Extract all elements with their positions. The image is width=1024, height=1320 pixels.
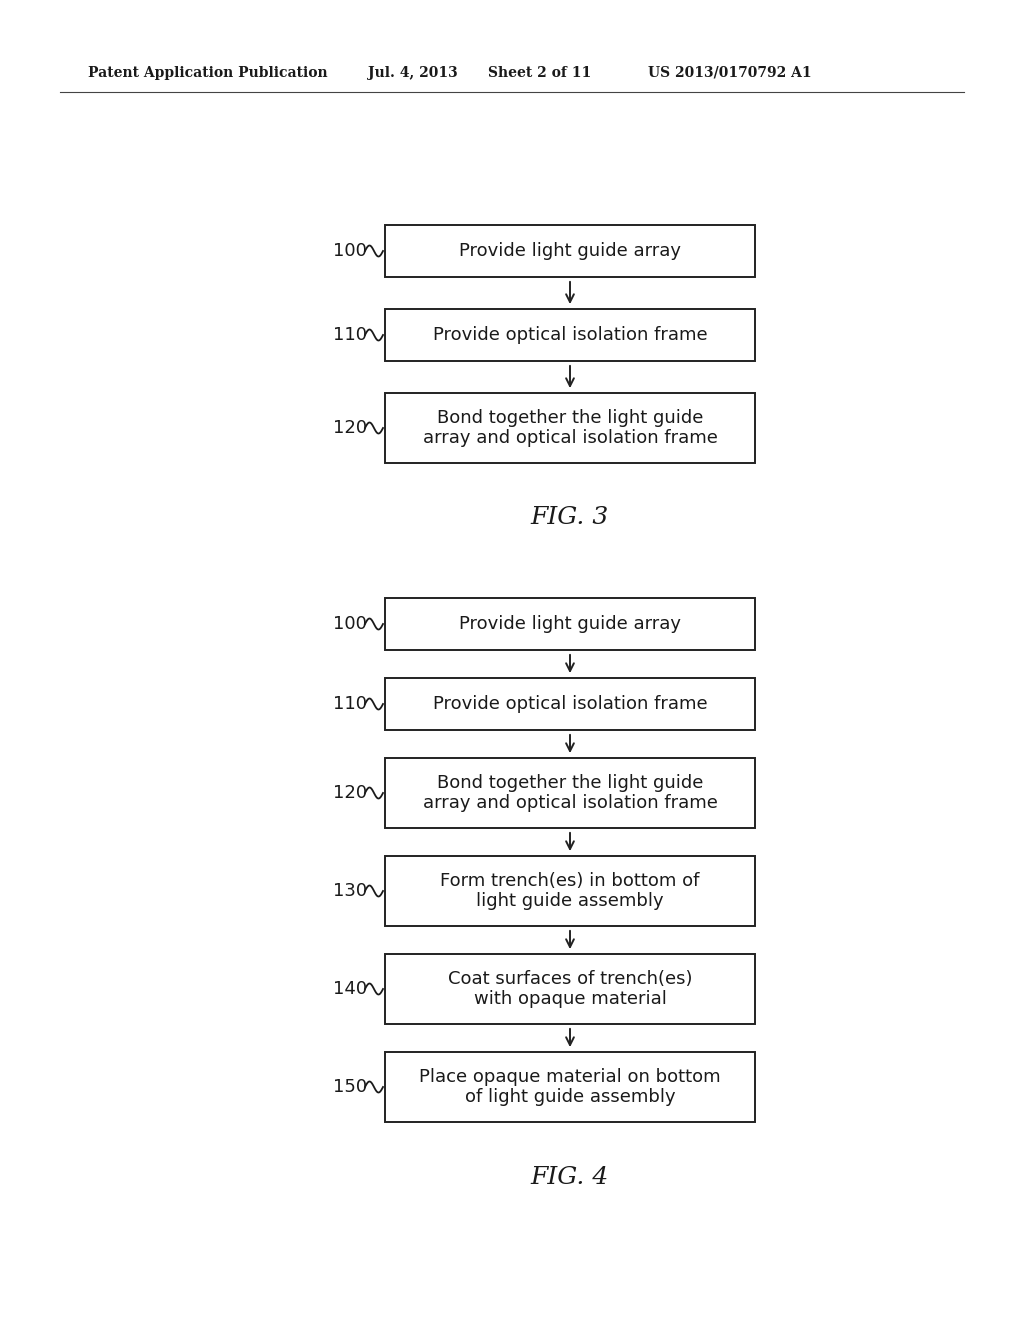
Text: 150: 150 (333, 1078, 368, 1096)
Text: Form trench(es) in bottom of
light guide assembly: Form trench(es) in bottom of light guide… (440, 871, 699, 911)
Text: 140: 140 (333, 979, 368, 998)
Bar (385, 1052, 755, 1122)
Bar (385, 678, 755, 730)
Text: Bond together the light guide
array and optical isolation frame: Bond together the light guide array and … (423, 774, 718, 812)
Bar (385, 224, 755, 277)
Bar (385, 954, 755, 1024)
Text: Sheet 2 of 11: Sheet 2 of 11 (488, 66, 591, 79)
Text: Coat surfaces of trench(es)
with opaque material: Coat surfaces of trench(es) with opaque … (447, 970, 692, 1008)
Bar (385, 855, 755, 927)
Text: 100: 100 (333, 242, 367, 260)
Text: FIG. 4: FIG. 4 (530, 1166, 609, 1188)
Text: 110: 110 (333, 696, 367, 713)
Text: Provide light guide array: Provide light guide array (459, 615, 681, 634)
Bar (385, 309, 755, 360)
Bar (385, 598, 755, 649)
Text: FIG. 3: FIG. 3 (530, 507, 609, 529)
Text: 120: 120 (333, 784, 368, 803)
Text: 120: 120 (333, 418, 368, 437)
Text: 110: 110 (333, 326, 367, 345)
Text: Provide light guide array: Provide light guide array (459, 242, 681, 260)
Text: Jul. 4, 2013: Jul. 4, 2013 (368, 66, 458, 79)
Text: US 2013/0170792 A1: US 2013/0170792 A1 (648, 66, 812, 79)
Text: 100: 100 (333, 615, 367, 634)
Text: Provide optical isolation frame: Provide optical isolation frame (433, 696, 708, 713)
Text: Place opaque material on bottom
of light guide assembly: Place opaque material on bottom of light… (419, 1068, 721, 1106)
Text: Bond together the light guide
array and optical isolation frame: Bond together the light guide array and … (423, 409, 718, 447)
Bar (385, 758, 755, 828)
Bar (385, 393, 755, 463)
Text: Patent Application Publication: Patent Application Publication (88, 66, 328, 79)
Text: 130: 130 (333, 882, 368, 900)
Text: Provide optical isolation frame: Provide optical isolation frame (433, 326, 708, 345)
